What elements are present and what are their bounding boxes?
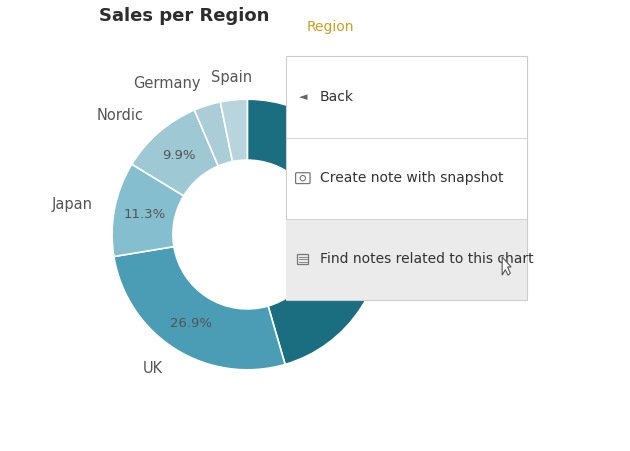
Text: Back: Back	[319, 90, 353, 104]
Text: Region: Region	[307, 20, 355, 34]
Text: 45.5%: 45.5%	[330, 213, 372, 226]
FancyBboxPatch shape	[285, 219, 527, 300]
Text: USA: USA	[404, 205, 434, 220]
Wedge shape	[114, 247, 285, 370]
Wedge shape	[132, 110, 218, 196]
Wedge shape	[112, 164, 184, 257]
Text: 26.9%: 26.9%	[171, 317, 212, 330]
Text: Nordic: Nordic	[97, 108, 144, 123]
Text: Spain: Spain	[211, 70, 252, 85]
Wedge shape	[248, 99, 382, 364]
Text: Japan: Japan	[52, 197, 93, 212]
Text: 11.3%: 11.3%	[123, 208, 166, 221]
Polygon shape	[502, 257, 511, 275]
Wedge shape	[195, 102, 232, 166]
Text: Create note with snapshot: Create note with snapshot	[319, 171, 503, 185]
Text: UK: UK	[143, 360, 163, 376]
FancyBboxPatch shape	[285, 56, 527, 300]
Text: Germany: Germany	[133, 76, 200, 91]
Wedge shape	[220, 99, 248, 161]
Text: Sales per Region: Sales per Region	[98, 7, 269, 25]
Text: 9.9%: 9.9%	[162, 149, 195, 162]
Text: Find notes related to this chart: Find notes related to this chart	[319, 252, 533, 267]
Text: ◄: ◄	[299, 92, 307, 102]
